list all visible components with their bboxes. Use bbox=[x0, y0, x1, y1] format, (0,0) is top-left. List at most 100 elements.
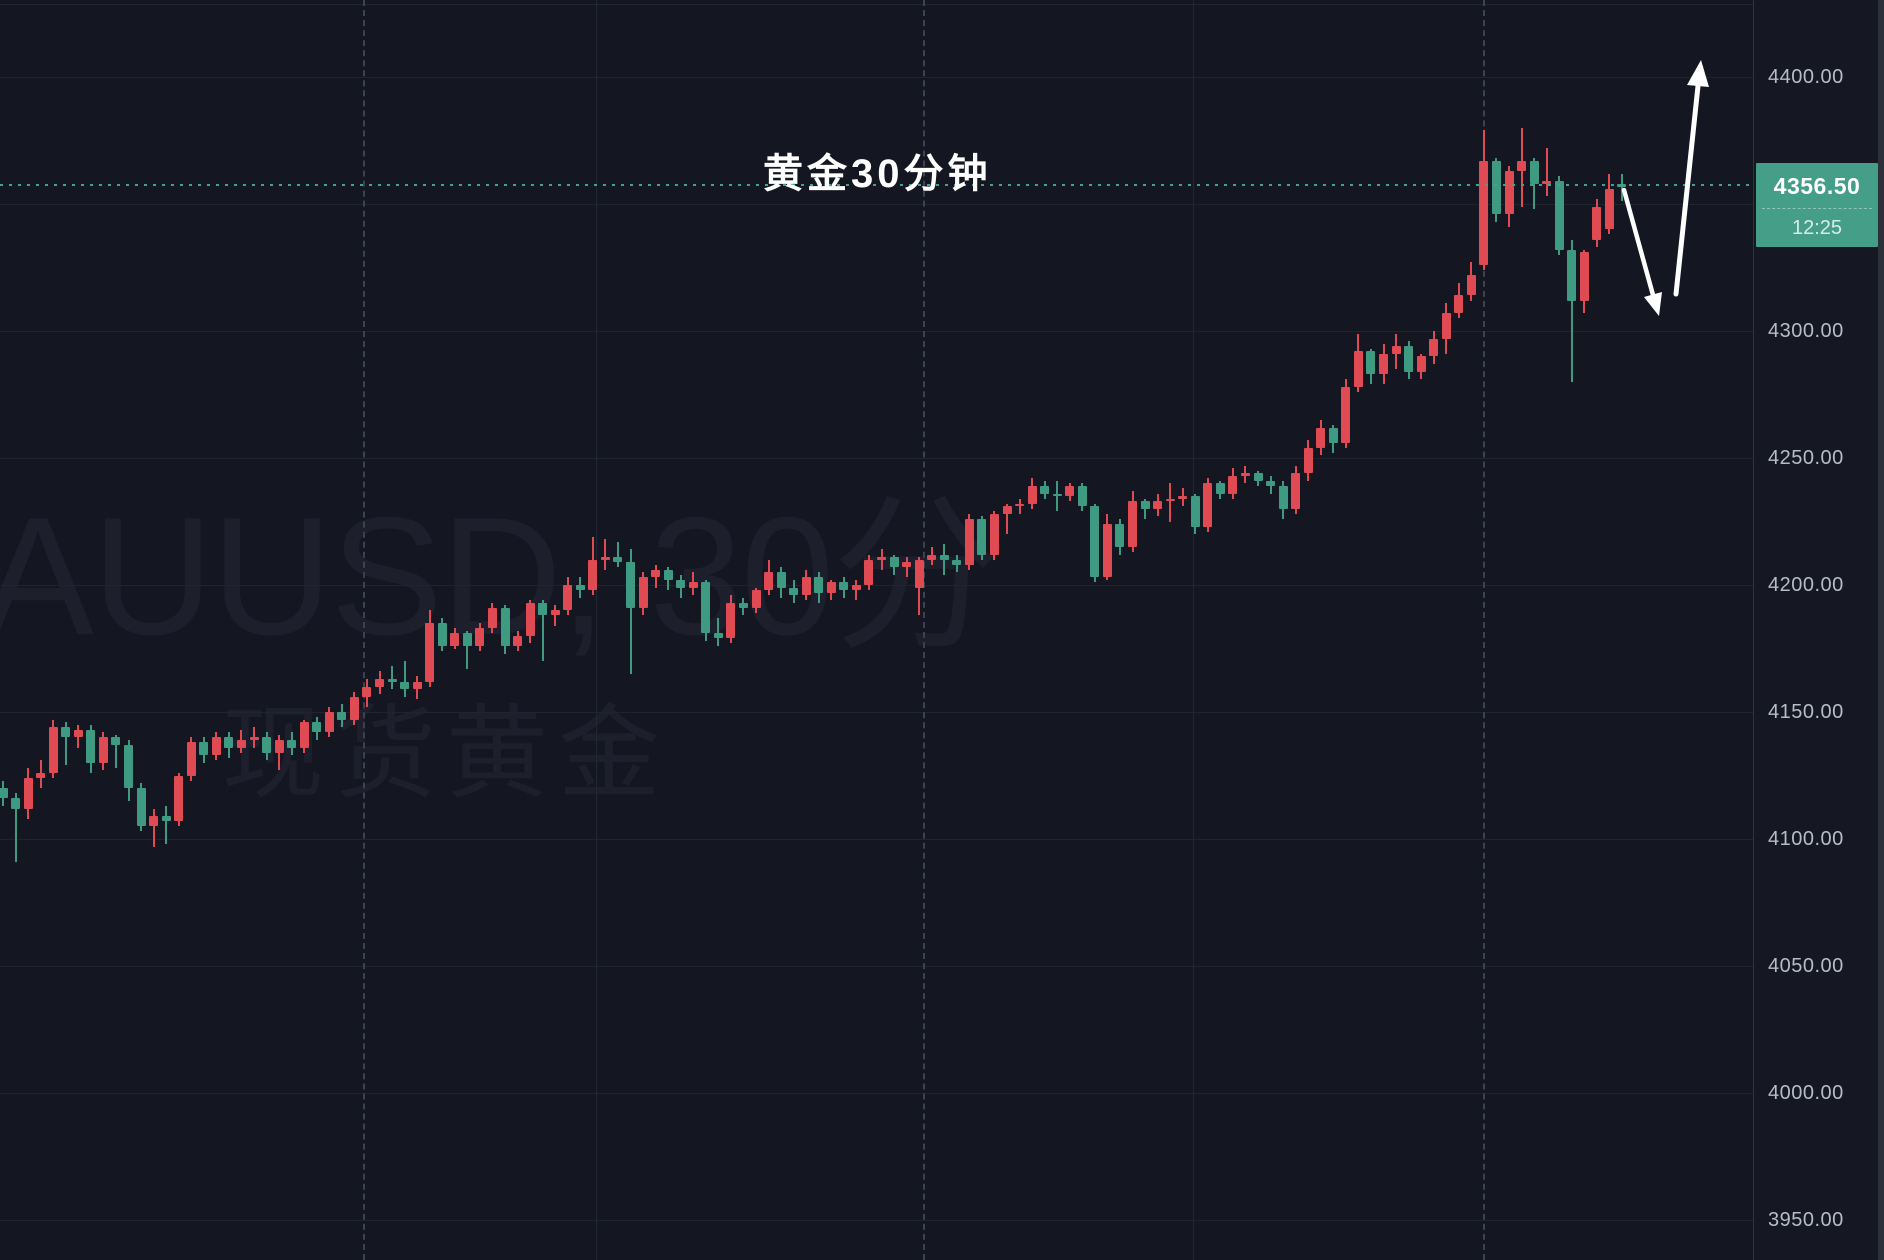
candle-wick bbox=[1620, 173, 1623, 202]
candle bbox=[776, 572, 786, 588]
candle bbox=[349, 696, 359, 720]
candle bbox=[1102, 524, 1112, 578]
candle bbox=[1065, 485, 1075, 497]
v-gridline-dashed bbox=[363, 0, 365, 1260]
price-tick-label: 4300.00 bbox=[1768, 320, 1844, 342]
candle-wick bbox=[943, 544, 946, 575]
candle bbox=[1128, 501, 1137, 547]
candle bbox=[575, 585, 585, 591]
candle bbox=[914, 559, 924, 588]
v-gridline-dashed bbox=[1483, 0, 1485, 1260]
candle bbox=[1466, 275, 1476, 296]
candle bbox=[500, 607, 510, 646]
candle bbox=[1416, 356, 1426, 372]
price-tick-label: 4150.00 bbox=[1768, 701, 1844, 723]
candle bbox=[111, 737, 121, 746]
candle bbox=[1554, 181, 1564, 250]
candle bbox=[362, 686, 372, 697]
candle bbox=[1491, 160, 1501, 215]
candle bbox=[626, 562, 635, 608]
candle-wick bbox=[114, 734, 117, 768]
candle bbox=[174, 775, 184, 822]
candle bbox=[1479, 160, 1489, 265]
candle-wick bbox=[1018, 498, 1021, 514]
candle bbox=[1253, 473, 1263, 481]
candle bbox=[826, 582, 836, 593]
candle bbox=[902, 562, 912, 568]
candle bbox=[513, 635, 523, 646]
candle bbox=[525, 602, 535, 636]
candle bbox=[98, 737, 108, 763]
candle-wick bbox=[403, 661, 406, 697]
candle bbox=[1542, 181, 1552, 184]
candle bbox=[262, 737, 272, 753]
candle bbox=[1366, 351, 1376, 375]
price-tick-label: 4250.00 bbox=[1768, 447, 1844, 469]
candle bbox=[437, 623, 447, 646]
price-tick-label: 4400.00 bbox=[1768, 66, 1844, 88]
candle bbox=[1052, 493, 1062, 497]
candle bbox=[337, 712, 347, 720]
candle bbox=[751, 590, 761, 608]
candle bbox=[1153, 501, 1163, 509]
candle-wick bbox=[152, 808, 155, 847]
candlestick-chart[interactable]: AUUSD, 30分 现货黄金 黄金30分钟 bbox=[0, 0, 1753, 1260]
price-tick-label: 4200.00 bbox=[1768, 574, 1844, 596]
candle bbox=[1579, 252, 1589, 301]
candle bbox=[487, 607, 497, 629]
h-gridline bbox=[0, 204, 1753, 205]
candle bbox=[412, 681, 422, 690]
candle bbox=[0, 788, 8, 799]
candle bbox=[851, 585, 861, 591]
last-price-line bbox=[0, 184, 1753, 186]
candle bbox=[801, 577, 811, 596]
candle bbox=[1454, 295, 1464, 314]
candle bbox=[1341, 386, 1351, 443]
candle bbox=[889, 557, 899, 568]
candle bbox=[450, 633, 460, 646]
candle-wick bbox=[1006, 503, 1008, 535]
candle bbox=[425, 623, 435, 682]
candle bbox=[977, 518, 987, 555]
candle bbox=[274, 739, 284, 753]
candle bbox=[400, 681, 410, 690]
last-price-label: 4356.50 12:25 bbox=[1756, 163, 1878, 247]
candle bbox=[299, 722, 309, 748]
bar-countdown-time: 12:25 bbox=[1791, 217, 1843, 239]
candle bbox=[1303, 447, 1313, 474]
candle bbox=[1379, 353, 1388, 375]
candle bbox=[538, 602, 548, 616]
candle bbox=[312, 722, 322, 733]
candle bbox=[1027, 485, 1037, 504]
candle bbox=[1291, 473, 1301, 509]
pane-top-border bbox=[0, 4, 1753, 5]
candle bbox=[1240, 473, 1250, 476]
candle bbox=[211, 737, 221, 756]
candle-wick bbox=[1545, 148, 1548, 197]
candle bbox=[1215, 483, 1225, 494]
price-axis[interactable]: 4400.00 4300.00 4250.00 4200.00 4150.00 4100.… bbox=[1753, 0, 1884, 1260]
candle bbox=[1604, 188, 1614, 230]
candle bbox=[638, 577, 648, 608]
candle-wick bbox=[1144, 498, 1147, 519]
candle bbox=[1190, 496, 1200, 527]
candle bbox=[663, 569, 673, 580]
candle-wick bbox=[391, 666, 394, 690]
candle bbox=[1165, 498, 1175, 502]
h-gridline bbox=[0, 458, 1753, 459]
candle bbox=[676, 579, 686, 588]
candle-wick bbox=[165, 805, 168, 845]
candle bbox=[186, 742, 196, 776]
candle bbox=[11, 798, 21, 809]
candle-wick bbox=[855, 579, 858, 601]
symbol-watermark: AUUSD, 30分 bbox=[0, 482, 1000, 670]
chart-title: 黄金30分钟 bbox=[763, 152, 992, 196]
h-gridline bbox=[0, 585, 1753, 586]
candle-wick bbox=[466, 630, 469, 669]
candle bbox=[939, 554, 949, 560]
candle-wick bbox=[14, 793, 17, 862]
candle bbox=[1278, 485, 1288, 509]
candle bbox=[1441, 313, 1451, 339]
candle bbox=[1391, 346, 1401, 354]
candle bbox=[1203, 483, 1213, 527]
